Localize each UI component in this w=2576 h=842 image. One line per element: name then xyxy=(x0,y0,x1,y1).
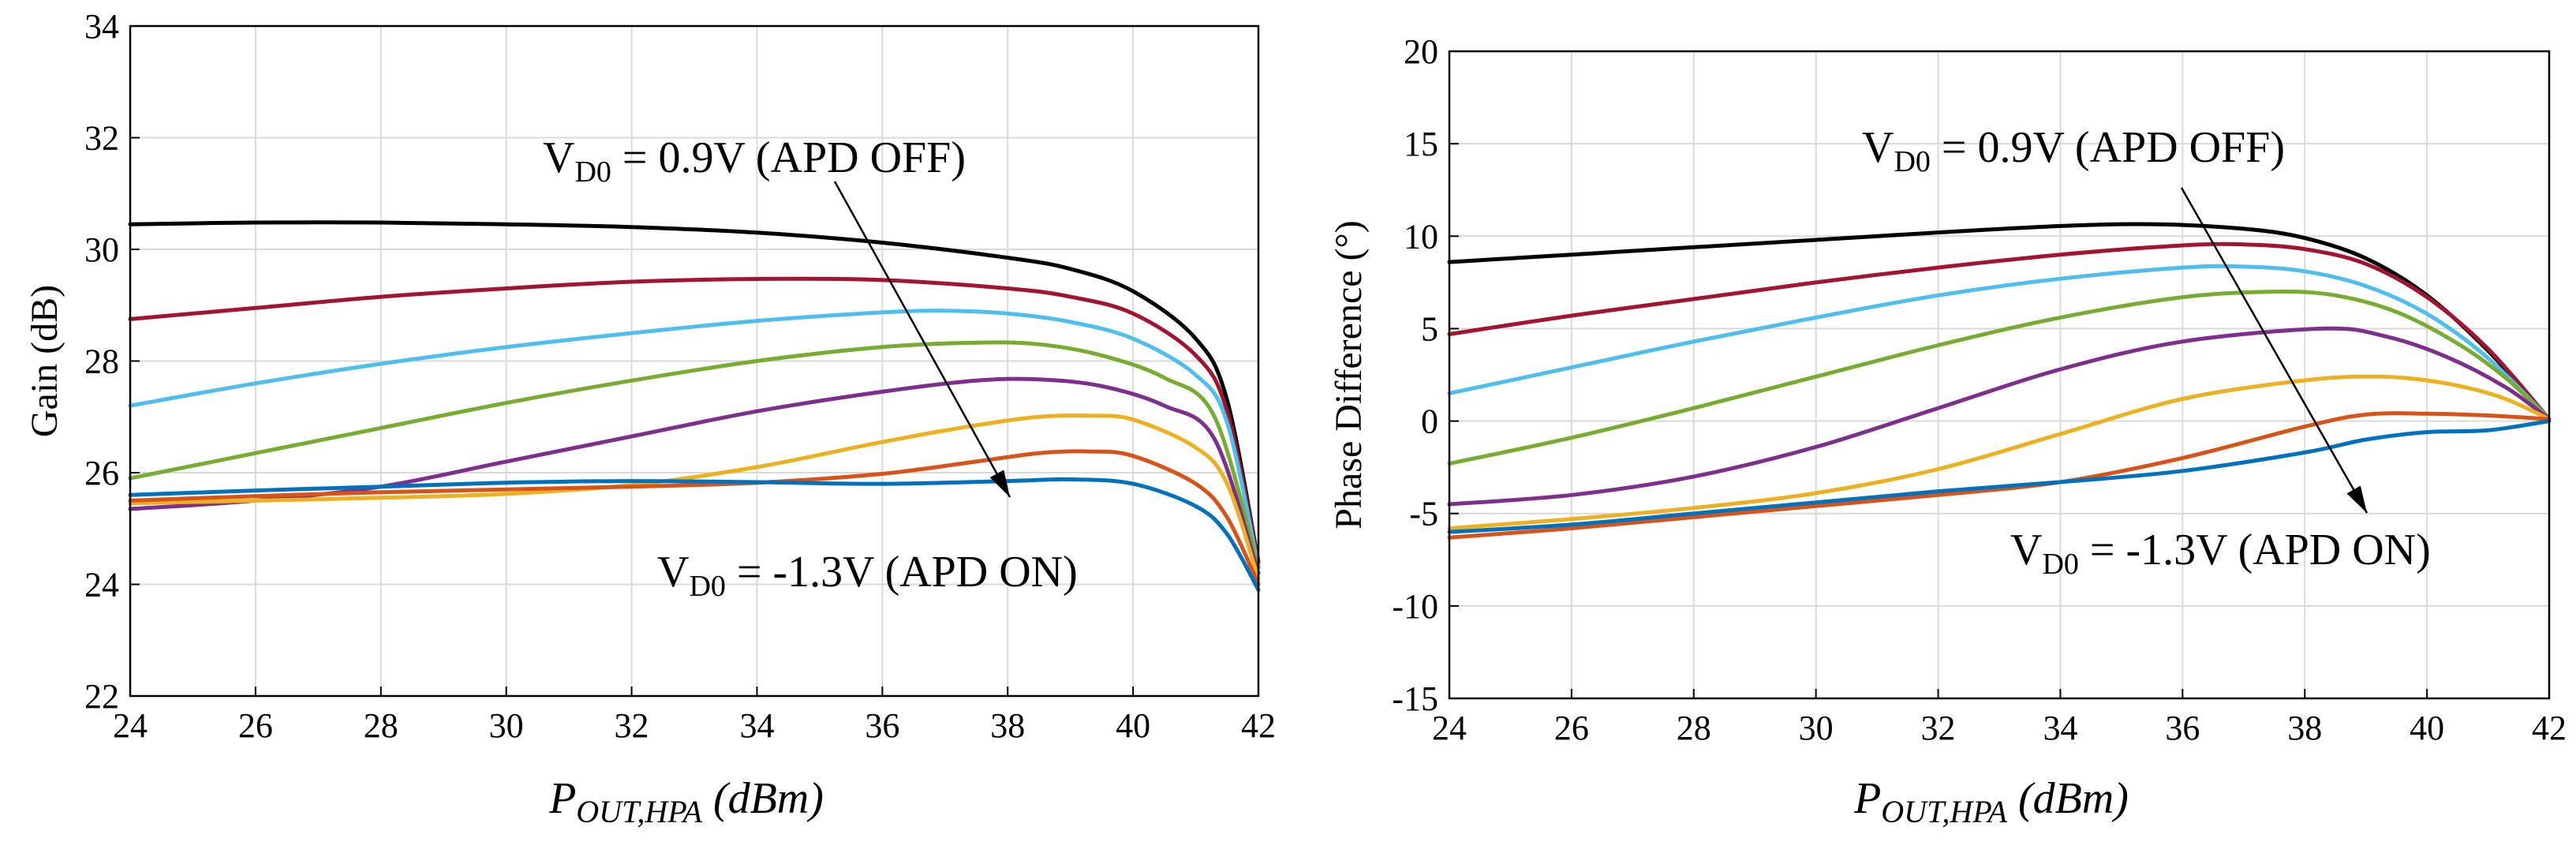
y-tick-label: 34 xyxy=(84,7,119,46)
annotation-label: VD0 = -1.3V (APD ON) xyxy=(2010,526,2431,581)
x-tick-label: 30 xyxy=(1799,709,1834,747)
x-tick-label: 40 xyxy=(2410,709,2444,747)
x-axis-label: POUT,HPA (dBm) xyxy=(548,774,824,829)
series-line-5 xyxy=(1447,374,2552,530)
x-axis-label-rest: (dBm) xyxy=(2007,774,2129,823)
x-tick-label: 28 xyxy=(364,706,398,745)
annotation-label: VD0 = -1.3V (APD ON) xyxy=(657,548,1078,603)
x-tick-label: 32 xyxy=(1921,709,1956,747)
y-tick-label: 0 xyxy=(1421,402,1438,441)
x-tick-label: 38 xyxy=(2287,709,2322,747)
x-tick-label: 26 xyxy=(1554,709,1589,747)
series-group xyxy=(1447,222,2552,540)
x-axis-label-subscript: OUT,HPA xyxy=(1881,794,2007,829)
x-tick-label: 40 xyxy=(1116,706,1150,745)
y-axis-label: Gain (dB) xyxy=(24,285,65,437)
series-line-4 xyxy=(1447,326,2552,507)
x-axis-label-main: P xyxy=(548,774,576,823)
series-line-3 xyxy=(1447,290,2552,466)
x-axis-label-rest: (dBm) xyxy=(702,774,824,823)
y-tick-label: 5 xyxy=(1421,309,1438,348)
x-tick-label: 42 xyxy=(2532,709,2567,747)
y-tick-label: 26 xyxy=(84,454,119,492)
series-line-1 xyxy=(1447,241,2552,421)
series-line-7 xyxy=(128,477,1261,593)
x-tick-label: 42 xyxy=(1241,706,1276,745)
y-tick-label: -15 xyxy=(1392,679,1438,718)
series-line-6 xyxy=(128,449,1261,586)
annotation-label: VD0 = 0.9V (APD OFF) xyxy=(1862,123,2285,178)
series-line-3 xyxy=(128,340,1261,570)
x-tick-label: 34 xyxy=(2043,709,2077,747)
annotation-rest: = -1.3V (APD ON) xyxy=(2079,526,2431,574)
annotation-rest: = 0.9V (APD OFF) xyxy=(1931,123,2285,172)
annotation-subscript: D0 xyxy=(2042,548,2078,581)
series-line-5 xyxy=(128,413,1261,581)
series-line-0 xyxy=(128,220,1261,564)
annotation-main: V xyxy=(543,133,574,182)
annotation-subscript: D0 xyxy=(1894,145,1930,178)
y-tick-label: 20 xyxy=(1404,32,1438,71)
annotation-main: V xyxy=(2010,526,2042,574)
annotation-subscript: D0 xyxy=(574,155,611,189)
annotation-arrow xyxy=(833,181,1011,498)
x-tick-label: 26 xyxy=(238,706,273,745)
x-tick-label: 32 xyxy=(615,706,649,745)
x-axis-label-subscript: OUT,HPA xyxy=(576,794,702,829)
y-tick-label: 15 xyxy=(1404,125,1438,163)
series-line-7 xyxy=(1447,419,2552,534)
y-tick-label: -5 xyxy=(1409,495,1438,533)
series-group xyxy=(128,220,1261,593)
y-tick-label: 28 xyxy=(84,342,119,381)
annotation-main: V xyxy=(1862,123,1894,172)
series-line-2 xyxy=(1447,264,2552,421)
annotation-arrowhead xyxy=(989,470,1010,497)
series-line-1 xyxy=(128,276,1261,564)
phase-chart: 24 26 28 30 32 34 36 38 40 42 -15 -10 -5 0 5 10 15 20 Phas… xyxy=(1328,32,2567,829)
x-tick-label: 36 xyxy=(865,706,899,745)
x-tick-label: 24 xyxy=(1432,709,1467,747)
x-axis-label-main: P xyxy=(1853,774,1881,823)
annotation-main: V xyxy=(657,548,689,597)
y-tick-label: 10 xyxy=(1404,217,1438,256)
plot-frame xyxy=(1448,50,2551,700)
annotation-arrowhead xyxy=(2346,485,2367,513)
x-tick-label: 24 xyxy=(113,706,148,745)
y-tick-label: 22 xyxy=(84,677,119,716)
x-tick-label: 36 xyxy=(2165,709,2200,747)
y-tick-label: 32 xyxy=(84,119,119,158)
x-tick-label: 28 xyxy=(1677,709,1711,747)
annotation-rest: = 0.9V (APD OFF) xyxy=(611,133,966,182)
x-tick-label: 34 xyxy=(739,706,774,745)
series-line-2 xyxy=(128,309,1261,570)
y-tick-label: 30 xyxy=(84,230,119,269)
x-tick-label: 30 xyxy=(489,706,524,745)
y-axis-label: Phase Difference (°) xyxy=(1328,220,1370,529)
x-tick-label: 38 xyxy=(990,706,1025,745)
annotation-subscript: D0 xyxy=(689,570,725,603)
annotation-label: VD0 = 0.9V (APD OFF) xyxy=(543,133,966,189)
y-tick-label: 24 xyxy=(84,566,119,604)
annotation-arrow xyxy=(2180,187,2368,514)
series-line-6 xyxy=(1447,411,2552,540)
annotation-rest: = -1.3V (APD ON) xyxy=(726,548,1078,597)
y-tick-label: -10 xyxy=(1392,587,1438,626)
x-axis-label: POUT,HPA (dBm) xyxy=(1853,774,2129,829)
